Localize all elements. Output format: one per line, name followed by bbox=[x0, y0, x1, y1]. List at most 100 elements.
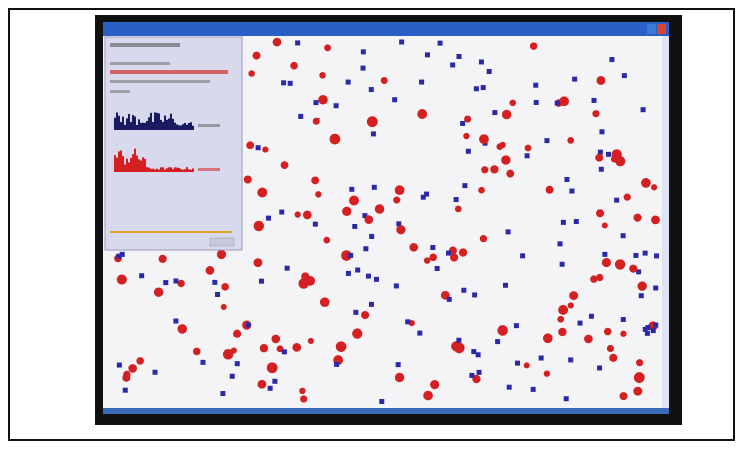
red-particle bbox=[361, 311, 369, 319]
blue-particle bbox=[279, 210, 284, 215]
blue-particle bbox=[456, 338, 461, 343]
red-particle bbox=[303, 211, 312, 220]
red-particle bbox=[136, 357, 144, 365]
blue-particle bbox=[392, 97, 397, 102]
histogram-bar bbox=[124, 164, 126, 172]
blue-particle bbox=[602, 252, 607, 257]
blue-particle bbox=[272, 379, 277, 384]
histogram-bar bbox=[188, 123, 190, 130]
panel-text-line bbox=[110, 70, 228, 74]
red-particle bbox=[221, 283, 229, 291]
histogram-bar bbox=[142, 157, 144, 172]
blue-particle bbox=[369, 302, 374, 307]
red-particle bbox=[602, 222, 608, 228]
histogram-label bbox=[198, 124, 220, 127]
red-particle bbox=[254, 221, 264, 231]
red-particle bbox=[651, 184, 657, 190]
panel-button[interactable] bbox=[210, 238, 234, 246]
red-particle bbox=[558, 305, 568, 315]
blue-particle bbox=[569, 189, 574, 194]
histogram-bar bbox=[186, 167, 188, 172]
blue-particle bbox=[220, 391, 225, 396]
red-particle bbox=[233, 330, 241, 338]
red-particle bbox=[271, 335, 280, 344]
blue-particle bbox=[298, 114, 303, 119]
histogram-bar bbox=[154, 112, 156, 130]
histogram-bar bbox=[156, 113, 158, 130]
blue-particle bbox=[139, 273, 144, 278]
histogram-bar bbox=[150, 169, 152, 172]
title-bar[interactable] bbox=[103, 22, 669, 36]
histogram-bar bbox=[178, 168, 180, 172]
close-button[interactable] bbox=[657, 24, 666, 34]
red-particle bbox=[248, 70, 255, 77]
histogram-bar bbox=[166, 168, 168, 172]
red-particle bbox=[253, 52, 261, 60]
red-particle bbox=[305, 276, 315, 286]
red-particle bbox=[193, 348, 201, 356]
blue-particle bbox=[472, 292, 477, 297]
blue-particle bbox=[462, 183, 467, 188]
red-particle bbox=[313, 118, 320, 125]
blue-particle bbox=[230, 374, 235, 379]
histogram-bar bbox=[156, 169, 158, 172]
panel-text-line bbox=[110, 43, 180, 47]
red-particle bbox=[396, 225, 405, 234]
red-particle bbox=[602, 258, 611, 267]
blue-particle bbox=[643, 251, 648, 256]
red-particle bbox=[546, 186, 554, 194]
blue-particle bbox=[353, 310, 358, 315]
red-particle bbox=[177, 280, 184, 287]
blue-particle bbox=[435, 266, 440, 271]
histogram-bar bbox=[172, 169, 174, 172]
red-particle bbox=[596, 76, 605, 85]
blue-particle bbox=[539, 356, 544, 361]
red-particle bbox=[524, 362, 530, 368]
blue-particle bbox=[405, 319, 410, 324]
red-particle bbox=[609, 354, 617, 362]
blue-particle bbox=[116, 254, 121, 259]
red-particle bbox=[557, 316, 564, 323]
blue-particle bbox=[589, 314, 594, 319]
red-particle bbox=[117, 274, 127, 284]
blue-particle bbox=[568, 357, 573, 362]
red-particle bbox=[569, 291, 578, 300]
red-particle bbox=[244, 175, 252, 183]
histogram-bar bbox=[182, 170, 184, 172]
red-particle bbox=[501, 155, 510, 164]
histogram-bar bbox=[162, 122, 164, 130]
red-particle bbox=[375, 204, 384, 213]
page: {} (() => { const svg = document.getElem… bbox=[0, 0, 742, 450]
red-particle bbox=[159, 255, 167, 263]
red-particle bbox=[409, 243, 418, 252]
scrollbar[interactable] bbox=[662, 36, 669, 408]
histogram-bar bbox=[130, 158, 132, 172]
blue-particle bbox=[614, 198, 619, 203]
maximize-button[interactable] bbox=[647, 24, 656, 34]
red-particle bbox=[417, 109, 427, 119]
blue-particle bbox=[506, 229, 511, 234]
blue-particle bbox=[361, 49, 366, 54]
histogram-bar bbox=[142, 123, 144, 130]
blue-particle bbox=[639, 293, 644, 298]
red-particle bbox=[559, 96, 569, 106]
blue-particle bbox=[424, 192, 429, 197]
blue-particle bbox=[282, 349, 287, 354]
histogram-bar bbox=[190, 170, 192, 172]
red-particle bbox=[430, 380, 439, 389]
blue-particle bbox=[372, 185, 377, 190]
blue-particle bbox=[394, 283, 399, 288]
blue-particle bbox=[313, 100, 318, 105]
red-particle bbox=[423, 391, 433, 401]
red-particle bbox=[636, 359, 643, 366]
histogram-bar bbox=[184, 123, 186, 130]
red-particle bbox=[424, 257, 430, 263]
red-particle bbox=[267, 362, 278, 373]
blue-particle bbox=[123, 388, 128, 393]
red-particle bbox=[154, 287, 163, 296]
histogram-bar bbox=[132, 154, 134, 172]
histogram-bar bbox=[134, 116, 136, 130]
blue-particle bbox=[369, 87, 374, 92]
blue-particle bbox=[578, 321, 583, 326]
histogram-bar bbox=[134, 149, 136, 172]
